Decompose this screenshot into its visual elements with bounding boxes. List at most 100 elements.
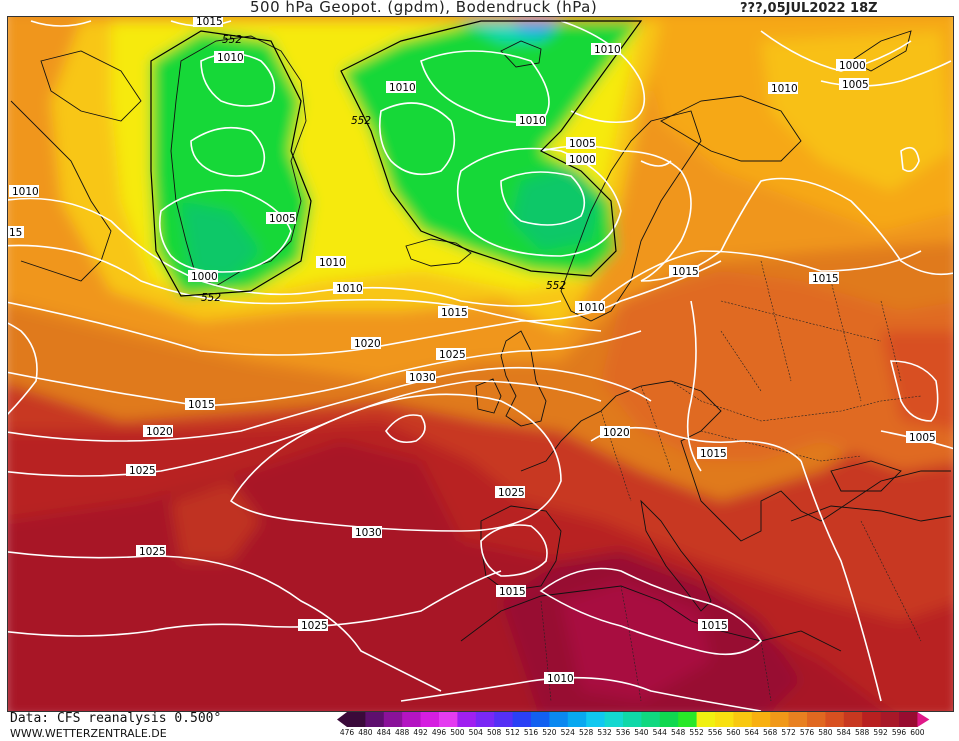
- svg-text:1010: 1010: [319, 257, 346, 269]
- svg-text:1010: 1010: [519, 115, 546, 127]
- legend-swatch: [678, 712, 698, 727]
- legend-swatch: [604, 712, 624, 727]
- svg-text:1025: 1025: [301, 620, 328, 632]
- legend-tick-label: 600: [910, 728, 925, 737]
- map-canvas: 1010 1015 1010 1010 1010 1005 1000 1000 …: [8, 17, 953, 711]
- isobar-label: 1015: [669, 265, 699, 278]
- legend-tick-label: 540: [634, 728, 649, 737]
- isobar-label: 1010: [316, 256, 346, 269]
- legend-swatch: [420, 712, 440, 727]
- svg-text:1025: 1025: [129, 465, 156, 477]
- isobar-label: 1000: [566, 153, 596, 166]
- svg-text:1000: 1000: [569, 154, 596, 166]
- legend-tick-label: 476: [339, 728, 355, 737]
- svg-text:1030: 1030: [355, 527, 382, 539]
- svg-text:1005: 1005: [269, 213, 296, 225]
- svg-text:1005: 1005: [909, 432, 936, 444]
- legend-tick-label: 580: [818, 728, 833, 737]
- geopotential-field: [8, 17, 953, 711]
- isobar-label: 1020: [143, 425, 173, 438]
- svg-text:1020: 1020: [603, 427, 630, 439]
- legend-swatch: [770, 712, 790, 727]
- isobar-label: 1010: [591, 43, 621, 56]
- legend-tick-label: 508: [487, 728, 502, 737]
- geopotential-552-contour: [150, 20, 643, 297]
- isobar-label: 1010: [386, 81, 416, 94]
- svg-text:1015: 1015: [188, 399, 215, 411]
- isobar-label: 1030: [406, 371, 436, 384]
- legend-tick-label: 492: [413, 728, 428, 737]
- legend-tick-label: 552: [689, 728, 704, 737]
- isobar-label: 1015: [698, 619, 728, 632]
- legend-arrow-low: [337, 712, 347, 727]
- legend-tick-label: 480: [358, 728, 373, 737]
- svg-text:1010: 1010: [547, 673, 574, 685]
- legend-swatch: [475, 712, 495, 727]
- svg-text:1015: 1015: [672, 266, 699, 278]
- legend-tick-label: 520: [542, 728, 557, 737]
- legend-swatch: [383, 712, 403, 727]
- legend-tick-label: 596: [891, 728, 907, 737]
- legend-swatch: [457, 712, 477, 727]
- svg-text:1025: 1025: [139, 546, 166, 558]
- legend-swatch: [623, 712, 642, 727]
- isobar-label: 1005: [839, 78, 869, 91]
- legend-swatch: [788, 712, 808, 727]
- svg-text:1015: 1015: [701, 620, 728, 632]
- legend-swatch: [531, 712, 550, 727]
- isobar-label: 1025: [298, 619, 328, 632]
- legend-swatch: [567, 712, 587, 727]
- svg-text:1015: 1015: [700, 448, 727, 460]
- legend-swatch: [880, 712, 900, 727]
- geopotential-label: 552: [222, 34, 242, 46]
- svg-text:1020: 1020: [354, 338, 381, 350]
- isobar-label: 1005: [566, 137, 596, 150]
- svg-text:1000: 1000: [839, 60, 866, 72]
- svg-text:1010: 1010: [594, 44, 621, 56]
- legend-swatch: [807, 712, 826, 727]
- isobar-label: 1025: [136, 545, 166, 558]
- isobar-label: 15: [8, 226, 24, 239]
- legend-tick-label: 568: [763, 728, 778, 737]
- isobar-label: 1005: [906, 431, 936, 444]
- color-legend: 476 480 484 488 492 496 500 504 508 512 516 520 524 5…: [337, 712, 957, 741]
- legend-tick-label: 556: [707, 728, 723, 737]
- weather-map: 1010 1015 1010 1010 1010 1005 1000 1000 …: [7, 16, 954, 712]
- isobar-label: 1000: [188, 270, 218, 283]
- map-valid-time: ???,05JUL2022 18Z: [740, 1, 878, 16]
- isobar-label: 1030: [352, 526, 382, 539]
- legend-tick-label: 488: [395, 728, 410, 737]
- isobar-label: 1000: [836, 59, 866, 72]
- svg-text:1010: 1010: [336, 283, 363, 295]
- legend-tick-label: 544: [652, 728, 667, 737]
- legend-swatch: [402, 712, 422, 727]
- legend-tick-label: 484: [376, 728, 391, 737]
- isobar-label: 1015: [193, 17, 223, 28]
- legend-tick-label: 516: [523, 728, 539, 737]
- isobar-label: 1025: [436, 348, 466, 361]
- legend-tick-label: 524: [560, 728, 575, 737]
- svg-text:1015: 1015: [196, 17, 223, 28]
- isobar-label: 1015: [496, 585, 526, 598]
- legend-swatch: [696, 712, 716, 727]
- legend-tick-label: 532: [597, 728, 612, 737]
- isobar-label: 1010: [575, 301, 605, 314]
- legend-arrow-high: [917, 712, 930, 727]
- legend-swatch: [641, 712, 661, 727]
- geopotential-labels: 552 552 552 552: [201, 34, 566, 304]
- legend-tick-label: 588: [855, 728, 870, 737]
- svg-text:1005: 1005: [842, 79, 869, 91]
- legend-tick-label: 536: [615, 728, 631, 737]
- coastlines: [10, 30, 952, 652]
- svg-text:1015: 1015: [812, 273, 839, 285]
- legend-swatch: [494, 712, 514, 727]
- legend-tick-label: 584: [836, 728, 851, 737]
- svg-text:1025: 1025: [439, 349, 466, 361]
- site-credit: WWW.WETTERZENTRALE.DE: [10, 727, 167, 740]
- isobar-label: 1010: [516, 114, 546, 127]
- isobar-label: 1015: [697, 447, 727, 460]
- legend-swatch: [825, 712, 845, 727]
- legend-swatch: [439, 712, 458, 727]
- data-source: Data: CFS reanalysis 0.500°: [10, 711, 222, 726]
- isobar-label: 1020: [600, 426, 630, 439]
